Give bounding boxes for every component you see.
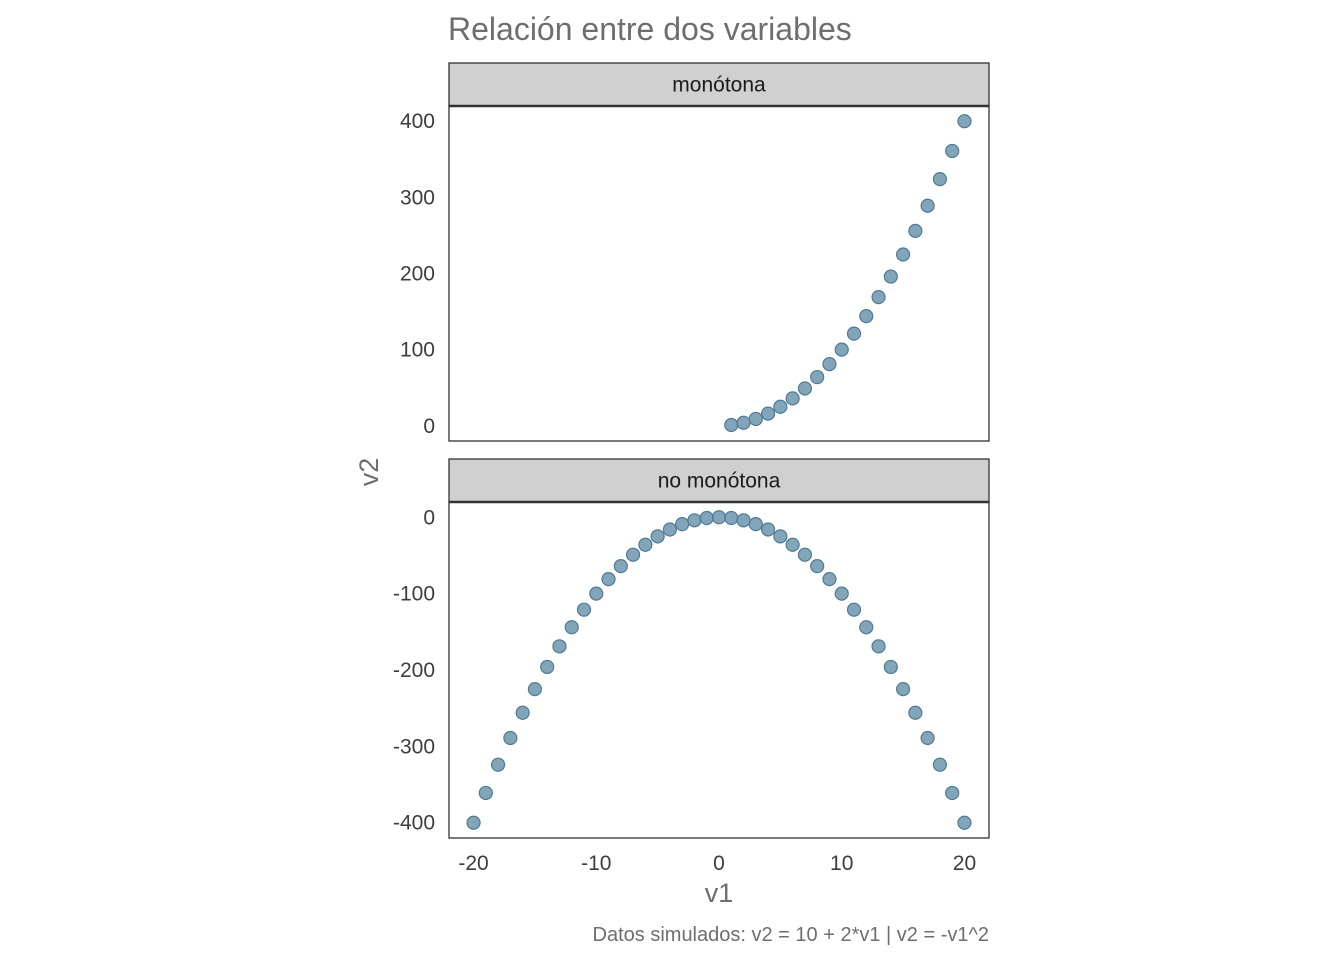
data-point — [675, 517, 690, 532]
data-point — [908, 223, 923, 238]
data-point — [564, 620, 579, 635]
x-tick-label: 20 — [953, 852, 976, 875]
data-point — [748, 411, 763, 427]
data-point — [662, 522, 678, 537]
y-tick-label: 100 — [400, 339, 435, 362]
data-point — [859, 620, 874, 635]
data-point — [552, 639, 567, 654]
data-point — [785, 391, 800, 406]
data-point — [871, 290, 886, 305]
strip-background — [448, 458, 990, 503]
data-point — [687, 513, 702, 528]
data-point — [625, 547, 641, 562]
y-tick-label: -400 — [393, 812, 435, 835]
data-point — [883, 659, 898, 675]
y-tick-label: -100 — [393, 583, 435, 606]
chart-title: Relación entre dos variables — [448, 11, 852, 47]
data-point — [834, 586, 849, 601]
y-tick-label: -200 — [393, 659, 435, 682]
data-point — [785, 537, 800, 552]
y-tick-label: -300 — [393, 735, 435, 758]
data-point — [724, 510, 739, 526]
strip-label: no monótona — [658, 470, 781, 493]
y-tick-label: 0 — [423, 506, 435, 529]
data-point — [773, 529, 788, 544]
chart-caption: Datos simulados: v2 = 10 + 2*v1 | v2 = -… — [593, 924, 989, 946]
data-point — [490, 757, 506, 772]
data-point — [846, 602, 862, 617]
data-point — [945, 785, 960, 801]
data-point — [466, 815, 481, 830]
y-tick-label: 300 — [400, 186, 435, 209]
data-point — [810, 369, 825, 385]
y-axis-title: v2 — [354, 458, 384, 487]
x-tick-label: -20 — [458, 852, 488, 875]
data-point — [957, 114, 972, 129]
data-point — [589, 586, 604, 601]
data-point — [871, 639, 886, 654]
data-point — [540, 659, 555, 675]
strip-background — [448, 62, 990, 107]
data-point — [724, 417, 739, 433]
data-point — [797, 381, 813, 396]
data-point — [920, 730, 935, 746]
data-point — [957, 815, 972, 830]
data-point — [601, 572, 616, 587]
data-point — [650, 529, 665, 544]
data-point — [760, 522, 776, 537]
x-tick-label: -10 — [581, 852, 611, 875]
panel-monotona: monótona 0 100 200 300 400 — [400, 62, 990, 442]
facet-panels: monótona 0 100 200 300 400 no monótona 0 -100 -20… — [393, 62, 990, 839]
y-tick-label: 200 — [400, 263, 435, 286]
data-point — [503, 730, 518, 746]
data-point — [773, 399, 788, 414]
point-series — [466, 510, 972, 830]
data-point — [478, 785, 493, 801]
x-axis: -20 -10 0 10 20 — [458, 852, 976, 875]
data-point — [859, 309, 874, 324]
data-point — [895, 681, 911, 697]
x-axis-title: v1 — [705, 878, 734, 908]
data-point — [932, 171, 948, 187]
data-point — [699, 510, 714, 526]
data-point — [834, 342, 849, 357]
x-tick-label: 0 — [713, 852, 725, 875]
data-point — [797, 547, 813, 562]
data-point — [822, 357, 837, 372]
data-point — [748, 517, 763, 532]
data-point — [920, 198, 935, 213]
data-point — [760, 406, 776, 421]
panel-border — [448, 501, 990, 839]
data-point — [638, 537, 653, 552]
y-tick-label: 400 — [400, 110, 435, 133]
data-point — [711, 510, 727, 525]
data-point — [576, 602, 592, 617]
strip-label: monótona — [672, 74, 766, 97]
data-point — [736, 415, 751, 430]
data-point — [822, 572, 837, 587]
data-point — [846, 326, 862, 341]
data-point — [883, 269, 898, 284]
data-point — [810, 559, 825, 574]
panel-border — [448, 105, 990, 442]
x-tick-label: 10 — [830, 852, 853, 875]
panel-no-monotona: no monótona 0 -100 -200 -300 -400 — [393, 458, 990, 839]
y-tick-label: 0 — [423, 415, 435, 438]
data-point — [527, 681, 543, 697]
data-point — [895, 247, 911, 262]
data-point — [932, 757, 948, 772]
point-series — [724, 114, 972, 433]
data-point — [736, 513, 751, 528]
data-point — [613, 559, 628, 574]
data-point — [945, 143, 960, 159]
data-point — [515, 705, 530, 720]
data-point — [908, 705, 923, 720]
